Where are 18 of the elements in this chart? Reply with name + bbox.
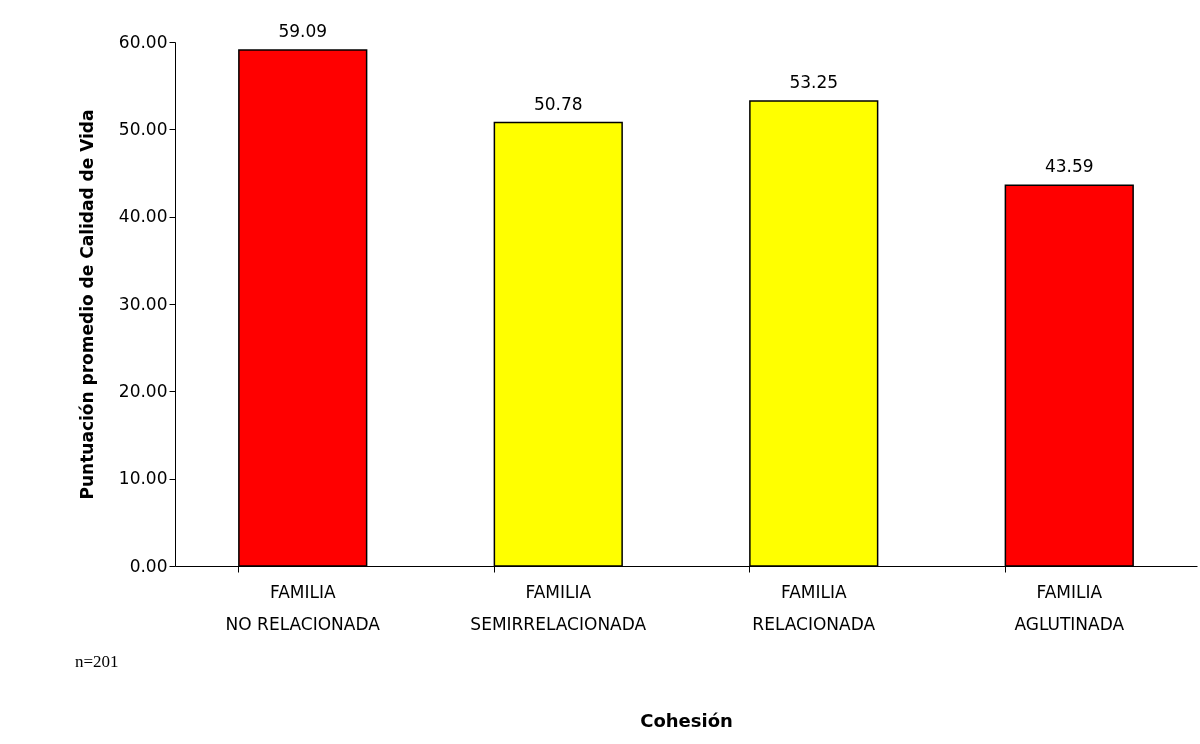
- data-label: 53.25: [789, 71, 839, 92]
- y-tick-label: 0.00: [129, 555, 168, 576]
- y-tick-label: 50.00: [118, 118, 168, 139]
- y-tick-label: 30.00: [118, 293, 168, 314]
- x-tick-label: FAMILIA AGLUTINADA: [1014, 581, 1125, 634]
- data-label: 43.59: [1044, 156, 1094, 177]
- y-axis-title: Puntuación promedio de Calidad de Vida: [76, 109, 97, 500]
- y-tick-label: 10.00: [118, 468, 168, 489]
- y-tick-label: 60.00: [118, 31, 168, 52]
- x-tick-label: FAMILIA SEMIRRELACIONADA: [470, 581, 647, 634]
- x-axis-title: Cohesión: [640, 709, 733, 731]
- data-label: 59.09: [278, 20, 328, 41]
- data-label: 50.78: [533, 93, 583, 114]
- y-tick-label: 20.00: [118, 380, 168, 401]
- x-tick-label: FAMILIA RELACIONADA: [752, 581, 876, 634]
- text: n=201: [75, 652, 119, 671]
- x-tick-label: FAMILIA NO RELACIONADA: [225, 581, 381, 634]
- y-tick-label: 40.00: [118, 206, 168, 227]
